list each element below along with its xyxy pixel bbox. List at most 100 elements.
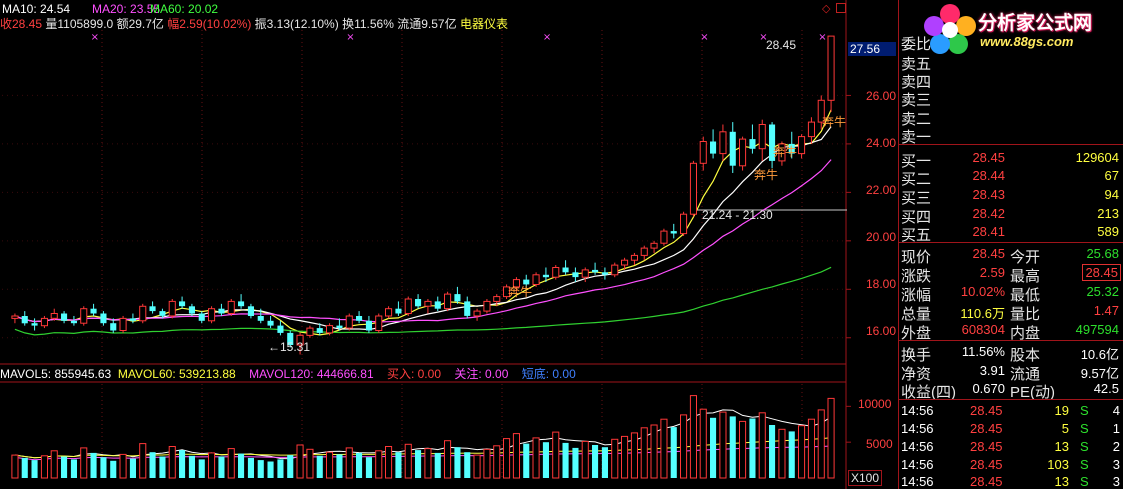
low-price-label: ←15.31 [268, 340, 311, 354]
moving-average-lines [14, 109, 832, 461]
volume-bar [267, 461, 274, 478]
sell-level-label: 卖五 [901, 56, 932, 73]
candle-body [139, 305, 147, 322]
volume-bar [238, 453, 245, 478]
volume-bar [345, 447, 353, 479]
candle-body [365, 320, 372, 331]
candle-body [395, 308, 402, 314]
volume-bar [208, 452, 216, 479]
buy-in-label: 买入: 0.00 [386, 367, 441, 381]
volume-bar [100, 457, 107, 478]
candle-body [296, 334, 304, 346]
candle-body [640, 247, 648, 256]
volume-bar [198, 459, 205, 478]
volume-bar [404, 443, 412, 479]
candle-body [680, 213, 688, 235]
info-turnover: 换11.56% [342, 17, 394, 31]
volume-bar [336, 454, 343, 478]
candle-body [129, 318, 136, 321]
mavol5-line [14, 409, 832, 460]
high-price-label: 28.45 [766, 38, 797, 52]
signal-label: 奔牛 [508, 285, 533, 299]
signal-x-marker: × [818, 32, 826, 43]
buy-level-row: 买二 28.44 67 [901, 168, 1119, 188]
stat-row: 换手 11.56% 股本 10.6亿 [901, 344, 1119, 364]
logo-name: 分析家公式网 [978, 13, 1093, 34]
kline-chart[interactable]: × × × × × × [0, 0, 898, 489]
diamond-icon[interactable]: ◇ [822, 3, 831, 15]
logo-url: www.88gs.com [980, 34, 1074, 49]
volume-bar [542, 442, 549, 478]
signal-label: 奔牛 [754, 168, 779, 182]
signal-x-marker: × [91, 32, 99, 43]
signal-x-marker: × [759, 32, 767, 43]
volume-bar [218, 456, 225, 478]
site-logo: 分析家公式网 www.88gs.com [920, 2, 1120, 54]
signal-label: 奔牛 [822, 115, 847, 129]
volume-tick: 5000 [866, 437, 893, 451]
volume-bar [375, 450, 383, 479]
candle-body [758, 124, 766, 150]
volume-bar [11, 454, 19, 479]
candle-body [699, 141, 707, 164]
candle-body [817, 99, 825, 123]
volume-tick: 10000 [858, 397, 892, 411]
volume-bar [365, 457, 372, 478]
volume-bar [90, 452, 97, 478]
volume-bar [424, 448, 432, 479]
candle-body [277, 325, 284, 333]
candle-body [306, 327, 314, 336]
candle-body [434, 301, 441, 309]
candle-body [729, 131, 736, 166]
candle-body [710, 141, 717, 154]
tick-row: 14:56 28.45 103 S 3 [901, 457, 1120, 472]
ma60-line [14, 266, 832, 336]
volume-bar [512, 433, 521, 479]
candle-body [336, 325, 343, 328]
volume-bar [61, 456, 68, 478]
ma20-label: MA20: 23.55 [92, 2, 161, 16]
candle-body [670, 231, 677, 234]
candle-body [807, 121, 816, 138]
candle-body [375, 315, 383, 331]
candle-body [179, 301, 186, 307]
volume-bar [415, 450, 422, 478]
signal-x-marker: × [543, 32, 551, 43]
commission-label: 委比 [901, 36, 932, 53]
volume-bar [689, 395, 698, 479]
volume-bar [326, 451, 334, 479]
volume-bar [139, 443, 147, 479]
buy-level-row: 买三 28.43 94 [901, 187, 1119, 207]
close-box-icon[interactable] [836, 3, 846, 13]
volume-bar [788, 431, 795, 478]
candle-body [198, 313, 205, 321]
candle-body [769, 124, 776, 161]
candle-body [345, 315, 353, 329]
stat-row: 收益(四) 0.670 PE(动) 42.5 [901, 381, 1119, 401]
current-price-tag: 27.56 [848, 42, 896, 56]
volume-bar [601, 447, 608, 478]
candle-body [621, 259, 629, 266]
volume-bar [306, 448, 314, 479]
buy-level-row: 买五 28.41 589 [901, 224, 1119, 244]
volume-unit: X100 [848, 470, 883, 486]
candle-body [257, 316, 264, 321]
signal-x-marker: × [346, 32, 354, 43]
candle-body [473, 310, 481, 317]
candle-body [483, 300, 491, 312]
volume-bar [640, 427, 648, 479]
candle-body [424, 300, 432, 307]
candle-body [827, 35, 835, 101]
volume-bar [444, 440, 452, 479]
signal-markers: × × × × × × [91, 32, 827, 43]
buy-level-row: 买四 28.42 213 [901, 206, 1119, 226]
volume-bar [247, 457, 254, 478]
info-volume: 量1105899.0 [45, 17, 114, 31]
sell-level-label: 卖四 [901, 74, 932, 91]
volume-bar [21, 457, 28, 478]
volume-bar [40, 455, 49, 479]
volume-bar [798, 425, 806, 479]
volume-bar [758, 412, 766, 479]
candle-body [464, 301, 471, 316]
sell-level-label: 卖一 [901, 129, 932, 146]
